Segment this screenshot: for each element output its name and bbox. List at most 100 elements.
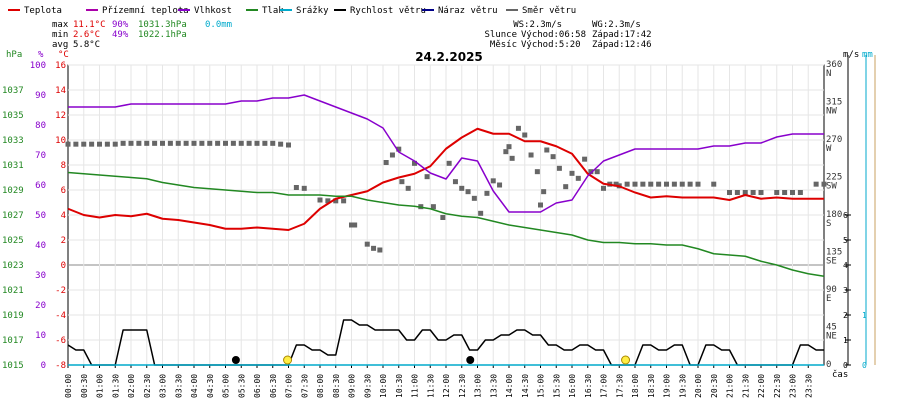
info-ws: WS:2.3m/s xyxy=(513,20,562,30)
info-moonset: Západ:12:46 xyxy=(592,40,652,50)
tick-label-direction: 45 xyxy=(826,323,837,333)
tick-label-temp: 8 xyxy=(61,161,66,171)
tick-label-pressure: 1019 xyxy=(2,311,24,321)
chart-title: 24.2.2025 xyxy=(415,50,483,64)
wind-direction-point xyxy=(503,149,509,155)
tick-label-time: 18:00 xyxy=(631,374,640,398)
tick-label-time: 21:30 xyxy=(741,374,750,398)
wind-direction-point xyxy=(758,190,764,195)
wind-direction-point xyxy=(556,165,562,171)
sun-marker-sunrise xyxy=(283,355,293,365)
tick-label-percent: 90 xyxy=(35,91,46,101)
wind-direction-point xyxy=(797,190,803,195)
wind-direction-point xyxy=(679,181,685,187)
tick-label-time: 02:30 xyxy=(143,374,152,398)
tick-label-time: 14:00 xyxy=(505,374,514,398)
stats-max-press: 1031.3hPa xyxy=(138,20,187,30)
wind-direction-point xyxy=(301,185,307,191)
wind-direction-point xyxy=(191,140,197,146)
tick-label-percent: 0 xyxy=(41,361,46,371)
tick-label-percent: 60 xyxy=(35,181,46,191)
wind-direction-point xyxy=(687,181,693,187)
tick-label-time: 04:00 xyxy=(190,374,199,398)
wind-direction-point xyxy=(377,247,383,253)
wind-direction-point xyxy=(538,202,543,208)
unit-temp: °C xyxy=(58,50,69,60)
tick-label-time: 04:30 xyxy=(206,374,215,398)
info-moonrise: Východ:5:20 xyxy=(521,40,581,50)
stats-min-hum: 49% xyxy=(112,30,129,40)
wind-direction-point xyxy=(522,132,528,138)
wind-direction-point xyxy=(120,140,126,146)
tick-label-temp: 10 xyxy=(55,136,66,146)
info-moon-label: Měsíc xyxy=(490,40,517,50)
wind-direction-point xyxy=(632,181,638,187)
wind-direction-point xyxy=(278,141,284,147)
legend-item-rychlost-vetru: Rychlost větru xyxy=(334,6,426,16)
wind-direction-point xyxy=(97,141,102,147)
tick-label-speed: 1 xyxy=(843,336,848,345)
wind-direction-point xyxy=(459,185,465,191)
wind-direction-point xyxy=(695,181,701,187)
tick-label-time: 16:30 xyxy=(584,374,593,398)
wind-direction-point xyxy=(734,190,740,195)
tick-label-time: 05:00 xyxy=(222,374,231,398)
tick-label-temp: 12 xyxy=(55,111,66,121)
wind-direction-point xyxy=(446,160,452,166)
wind-direction-point xyxy=(742,190,748,195)
tick-label-time: 07:30 xyxy=(300,374,309,398)
tick-label-compass: NE xyxy=(826,332,837,342)
wind-direction-point xyxy=(293,185,299,190)
tick-label-time: 06:00 xyxy=(253,374,262,398)
tick-label-compass: N xyxy=(826,69,831,79)
y-axis-temp: -8 -6 -4 -2 0 2 4 6 8 10 12 14 16 xyxy=(55,61,66,371)
tick-label-time: 09:30 xyxy=(363,374,372,398)
wind-direction-point xyxy=(440,215,446,220)
wind-direction-point xyxy=(656,181,662,187)
tick-label-temp: -8 xyxy=(55,361,66,371)
x-axis: 00:00 00:30 01:00 01:30 02:00 02:30 03:00 03:30… xyxy=(64,365,813,398)
tick-label-percent: 30 xyxy=(35,271,46,281)
tick-label-time: 19:30 xyxy=(678,374,687,398)
wind-direction-point xyxy=(575,175,581,181)
wind-direction-point xyxy=(262,140,268,146)
wind-direction-point xyxy=(325,198,331,204)
tick-label-pressure: 1033 xyxy=(2,136,24,146)
wind-direction-point xyxy=(389,152,395,158)
tick-label-compass: SE xyxy=(826,257,837,267)
legend-item-srazky: Srážky xyxy=(280,6,329,16)
wind-direction-point xyxy=(73,141,79,147)
sun-marker-sunset xyxy=(621,355,631,365)
y-axis-speed: 0 1 2 3 4 5 6 xyxy=(843,55,851,370)
wind-direction-point xyxy=(774,190,780,195)
wind-direction-point xyxy=(563,184,569,190)
tick-label-speed: 4 xyxy=(843,261,848,270)
wind-direction-point xyxy=(183,140,189,146)
unit-time: čas xyxy=(832,369,848,380)
tick-label-percent: 10 xyxy=(35,331,46,341)
series-line-vlhkost xyxy=(68,94,824,213)
tick-label-time: 20:00 xyxy=(694,374,703,398)
tick-label-pressure: 1025 xyxy=(2,236,24,246)
wind-direction-point xyxy=(569,170,575,176)
stats-min-press: 1022.1hPa xyxy=(138,30,187,40)
wind-direction-point xyxy=(588,169,594,175)
unit-speed: m/s xyxy=(843,50,859,60)
unit-percent: % xyxy=(38,50,44,60)
wind-direction-point xyxy=(352,222,358,228)
wind-direction-point xyxy=(750,190,756,195)
wind-direction-point xyxy=(399,179,405,185)
y-axis-rain: 01 xyxy=(862,55,876,370)
tick-label-temp: -6 xyxy=(55,336,66,346)
tick-label-temp: 0 xyxy=(61,261,66,271)
moon-marker-moonset xyxy=(466,356,475,364)
wind-direction-point xyxy=(104,141,110,147)
tick-label-time: 10:30 xyxy=(395,374,404,398)
info-sun-label: Slunce xyxy=(484,30,517,40)
tick-label-time: 17:00 xyxy=(600,374,609,398)
wind-direction-point xyxy=(136,140,142,146)
wind-direction-point xyxy=(506,144,512,150)
wind-direction-point xyxy=(821,181,827,187)
tick-label-time: 16:00 xyxy=(568,374,577,398)
